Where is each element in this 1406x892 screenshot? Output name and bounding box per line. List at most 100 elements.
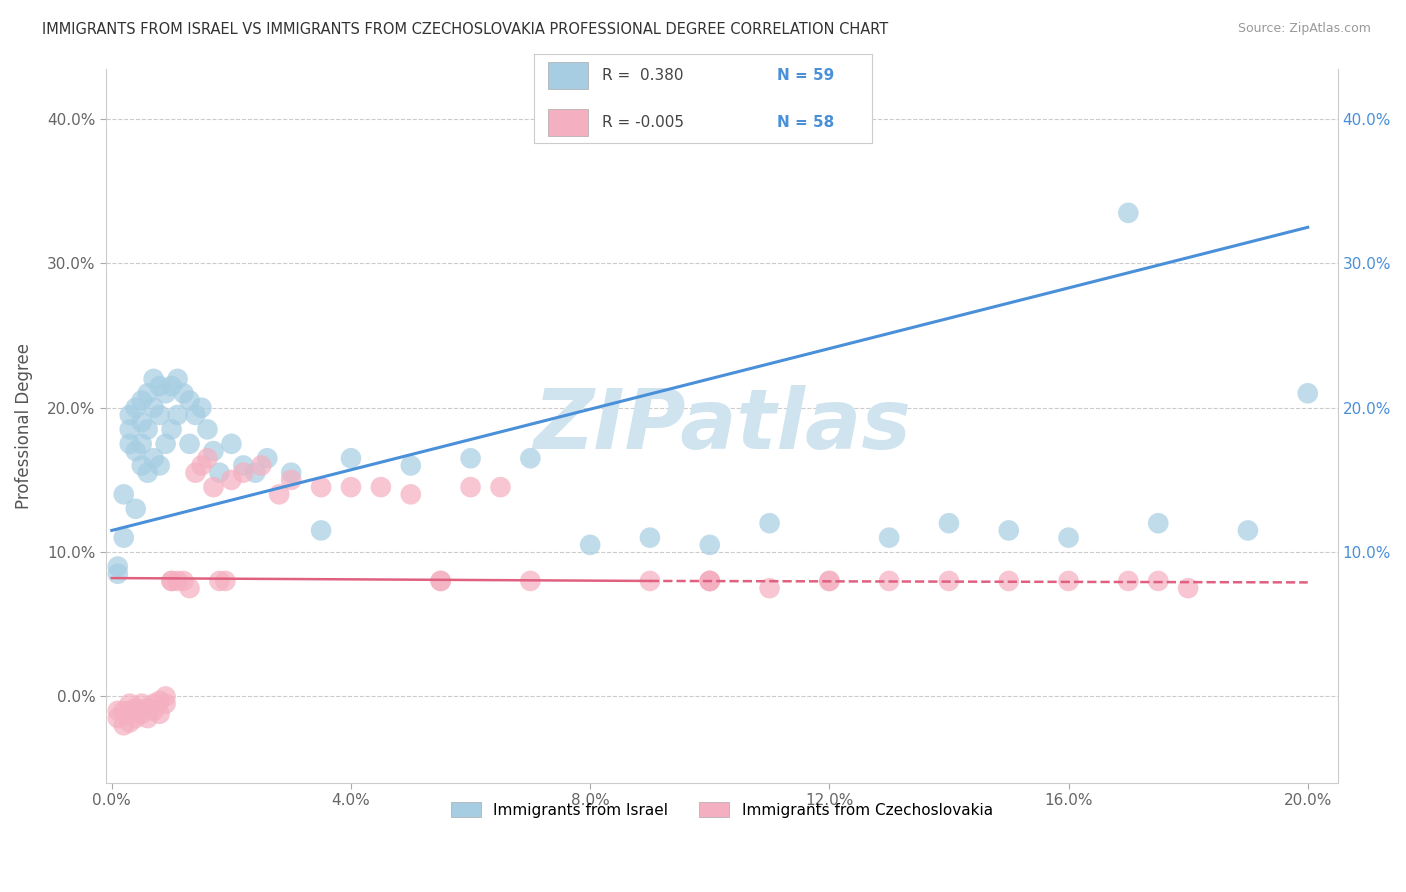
Point bbox=[160, 574, 183, 588]
Point bbox=[280, 473, 302, 487]
Point bbox=[160, 574, 183, 588]
Point bbox=[160, 379, 183, 393]
Point bbox=[1057, 574, 1080, 588]
Point bbox=[107, 566, 129, 581]
Point bbox=[142, 401, 165, 415]
Point bbox=[125, 401, 148, 415]
Point bbox=[877, 531, 900, 545]
Text: IMMIGRANTS FROM ISRAEL VS IMMIGRANTS FROM CZECHOSLOVAKIA PROFESSIONAL DEGREE COR: IMMIGRANTS FROM ISRAEL VS IMMIGRANTS FRO… bbox=[42, 22, 889, 37]
Point bbox=[131, 393, 153, 408]
Point bbox=[429, 574, 451, 588]
Point bbox=[1237, 524, 1260, 538]
Point bbox=[125, 711, 148, 725]
Point bbox=[997, 574, 1019, 588]
Point bbox=[136, 422, 159, 436]
Point bbox=[155, 437, 177, 451]
Point bbox=[197, 422, 219, 436]
Point bbox=[107, 711, 129, 725]
Point bbox=[155, 697, 177, 711]
Point bbox=[179, 437, 201, 451]
Point bbox=[758, 516, 780, 531]
Point bbox=[118, 408, 141, 422]
Point bbox=[125, 501, 148, 516]
Point bbox=[118, 715, 141, 730]
Point bbox=[399, 458, 422, 473]
Point bbox=[155, 690, 177, 704]
Legend: Immigrants from Israel, Immigrants from Czechoslovakia: Immigrants from Israel, Immigrants from … bbox=[443, 794, 1001, 825]
Point bbox=[190, 458, 212, 473]
Point bbox=[340, 451, 363, 466]
Point bbox=[197, 451, 219, 466]
Point bbox=[489, 480, 512, 494]
Point bbox=[125, 444, 148, 458]
Point bbox=[250, 458, 273, 473]
Point bbox=[699, 574, 721, 588]
Point bbox=[245, 466, 267, 480]
Point bbox=[107, 704, 129, 718]
Point bbox=[131, 415, 153, 429]
Point bbox=[149, 408, 172, 422]
Point bbox=[638, 574, 661, 588]
Text: ZIPatlas: ZIPatlas bbox=[533, 385, 911, 467]
FancyBboxPatch shape bbox=[548, 62, 588, 89]
Point bbox=[136, 386, 159, 401]
Point bbox=[877, 574, 900, 588]
Point bbox=[699, 538, 721, 552]
Point bbox=[149, 706, 172, 721]
Point bbox=[758, 581, 780, 595]
Point bbox=[1296, 386, 1319, 401]
Point bbox=[221, 437, 243, 451]
Point bbox=[184, 466, 207, 480]
Point bbox=[112, 487, 135, 501]
Point bbox=[938, 516, 960, 531]
Point bbox=[232, 466, 254, 480]
Point bbox=[112, 718, 135, 732]
Point bbox=[160, 422, 183, 436]
Point bbox=[149, 694, 172, 708]
Point bbox=[118, 422, 141, 436]
Point bbox=[429, 574, 451, 588]
Point bbox=[256, 451, 278, 466]
Point bbox=[340, 480, 363, 494]
Point bbox=[202, 480, 225, 494]
Point bbox=[136, 466, 159, 480]
Point bbox=[118, 437, 141, 451]
Point bbox=[309, 524, 332, 538]
Point bbox=[818, 574, 841, 588]
Point bbox=[166, 372, 188, 386]
Point bbox=[125, 701, 148, 715]
Point bbox=[638, 531, 661, 545]
Point bbox=[131, 697, 153, 711]
Point bbox=[399, 487, 422, 501]
Point bbox=[1118, 574, 1140, 588]
Text: N = 59: N = 59 bbox=[778, 69, 835, 83]
Point bbox=[107, 559, 129, 574]
Point bbox=[460, 451, 482, 466]
Point bbox=[269, 487, 291, 501]
Point bbox=[997, 524, 1019, 538]
Point bbox=[142, 697, 165, 711]
Point bbox=[166, 574, 188, 588]
Point bbox=[149, 458, 172, 473]
Point bbox=[131, 706, 153, 721]
Point bbox=[938, 574, 960, 588]
Point bbox=[818, 574, 841, 588]
Point bbox=[1177, 581, 1199, 595]
Point bbox=[232, 458, 254, 473]
Point bbox=[142, 704, 165, 718]
Point bbox=[208, 574, 231, 588]
Point bbox=[136, 711, 159, 725]
Text: N = 58: N = 58 bbox=[778, 115, 835, 129]
Point bbox=[166, 408, 188, 422]
Point bbox=[208, 466, 231, 480]
Point bbox=[173, 386, 195, 401]
Point bbox=[699, 574, 721, 588]
Point bbox=[131, 437, 153, 451]
Y-axis label: Professional Degree: Professional Degree bbox=[15, 343, 32, 508]
Point bbox=[173, 574, 195, 588]
Point bbox=[1147, 574, 1170, 588]
Point bbox=[221, 473, 243, 487]
Point bbox=[519, 451, 541, 466]
Text: R = -0.005: R = -0.005 bbox=[602, 115, 683, 129]
Point bbox=[309, 480, 332, 494]
